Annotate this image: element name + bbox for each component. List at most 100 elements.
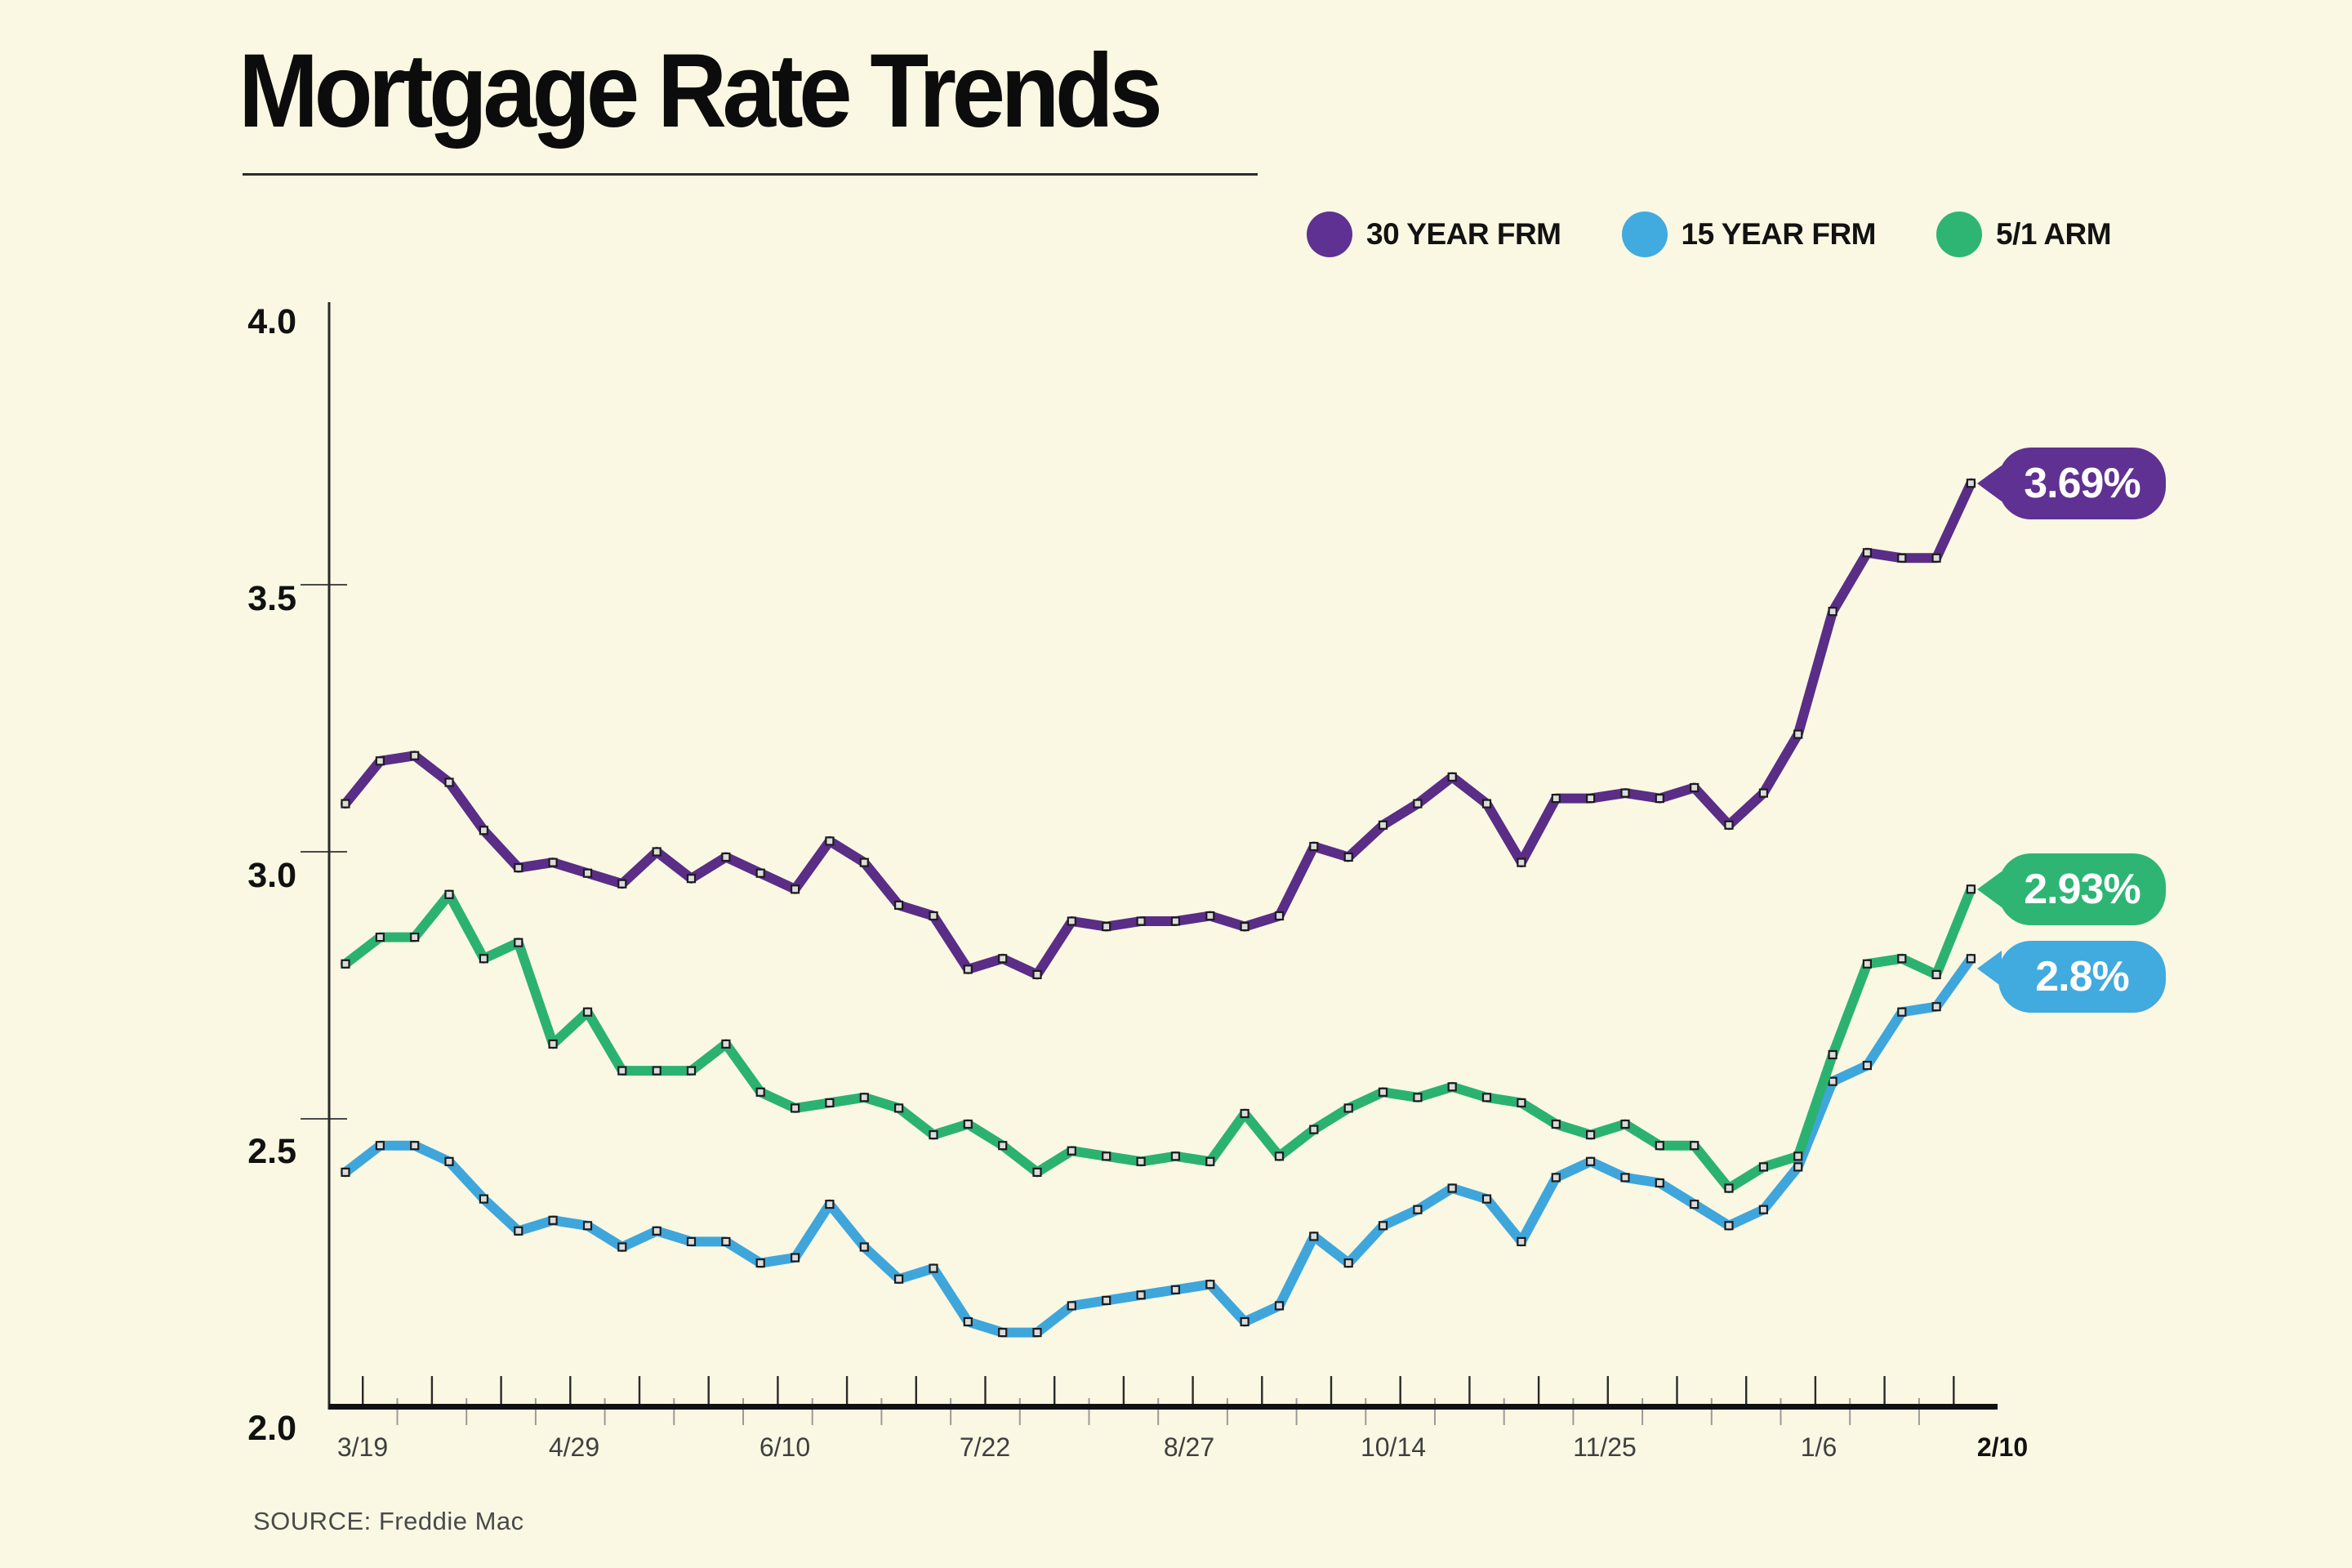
data-point-marker — [410, 1141, 420, 1151]
data-point-marker — [1309, 841, 1319, 852]
data-point-marker — [859, 1093, 869, 1102]
data-point-marker — [893, 900, 904, 911]
data-point-marker — [548, 1039, 558, 1049]
data-point-marker — [582, 1221, 593, 1231]
legend-label: 15 YEAR FRM — [1681, 217, 1877, 251]
y-tick-label: 3.0 — [247, 856, 296, 895]
data-point-marker — [1447, 1183, 1457, 1193]
data-point-marker — [1966, 884, 1976, 894]
data-point-marker — [1585, 1129, 1596, 1140]
data-point-marker — [1931, 553, 1941, 563]
x-tick-label: 2/10 — [1977, 1432, 2028, 1462]
data-point-marker — [1862, 548, 1872, 558]
data-point-marker — [1828, 1049, 1838, 1060]
data-point-marker — [1690, 1199, 1699, 1209]
callout-tail-icon — [1977, 951, 2002, 987]
data-point-marker — [1620, 1119, 1630, 1129]
y-tick-label: 2.0 — [247, 1409, 296, 1448]
y-tick-label: 2.5 — [247, 1132, 296, 1171]
data-point-marker — [479, 1194, 489, 1204]
legend-label: 5/1 ARM — [1996, 217, 2112, 251]
data-point-marker — [1655, 1178, 1664, 1188]
data-point-marker — [1274, 1301, 1285, 1311]
data-point-marker — [929, 1129, 938, 1140]
data-point-marker — [582, 1007, 593, 1017]
x-tick-label: 1/6 — [1801, 1432, 1837, 1462]
data-point-marker — [1758, 1205, 1768, 1214]
data-point-marker — [790, 1253, 800, 1263]
data-point-marker — [1724, 820, 1734, 830]
callout-5-1-arm: 2.93% — [1977, 853, 2166, 925]
data-point-marker — [1758, 788, 1768, 798]
data-point-marker — [1897, 954, 1907, 964]
series-line — [341, 478, 1976, 980]
data-point-marker — [1205, 1156, 1215, 1166]
data-point-marker — [1343, 852, 1353, 862]
data-point-marker — [721, 1039, 731, 1049]
legend-label: 30 YEAR FRM — [1366, 217, 1561, 251]
data-point-marker — [1655, 1141, 1664, 1151]
data-point-marker — [341, 959, 350, 969]
data-point-marker — [1205, 1280, 1215, 1290]
x-axis-line — [329, 1404, 1998, 1410]
series-line — [341, 884, 1976, 1193]
data-point-marker — [1309, 1125, 1319, 1134]
data-point-marker — [1551, 793, 1561, 804]
data-point-marker — [825, 836, 835, 846]
data-point-marker — [1240, 1108, 1250, 1119]
data-point-marker — [929, 911, 938, 921]
title-divider — [243, 173, 1258, 176]
data-point-marker — [790, 1103, 800, 1113]
data-point-marker — [963, 1119, 973, 1129]
x-tick-label: 8/27 — [1164, 1432, 1214, 1462]
data-point-marker — [1102, 1152, 1111, 1161]
callout-15-year-frm: 2.8% — [1977, 941, 2166, 1013]
data-point-marker — [582, 868, 593, 878]
data-point-marker — [686, 1236, 697, 1247]
data-point-marker — [1205, 911, 1215, 921]
data-point-marker — [1378, 1087, 1388, 1097]
data-point-marker — [893, 1103, 904, 1113]
data-point-marker — [755, 1087, 765, 1097]
data-point-marker — [1274, 1152, 1285, 1161]
data-point-marker — [755, 1258, 765, 1268]
data-point-marker — [1966, 954, 1976, 964]
data-point-marker — [514, 938, 523, 947]
data-point-marker — [1136, 916, 1146, 926]
data-point-marker — [652, 1066, 662, 1076]
data-point-marker — [721, 852, 731, 862]
data-point-marker — [617, 1066, 627, 1076]
data-point-marker — [548, 858, 558, 867]
data-point-marker — [1481, 799, 1492, 808]
data-point-marker — [1413, 799, 1423, 808]
data-point-marker — [375, 1141, 385, 1151]
data-point-marker — [998, 954, 1008, 964]
data-point-marker — [1585, 793, 1596, 804]
data-point-marker — [859, 1242, 869, 1252]
data-point-marker — [514, 862, 523, 873]
data-point-marker — [1620, 788, 1630, 798]
y-tick-label: 4.0 — [247, 302, 296, 341]
data-point-marker — [825, 1199, 835, 1209]
x-tick-label: 7/22 — [960, 1432, 1010, 1462]
data-point-marker — [548, 1215, 558, 1225]
data-point-marker — [1931, 969, 1941, 980]
data-point-marker — [1309, 1232, 1319, 1241]
data-point-marker — [1170, 916, 1181, 926]
data-point-marker — [617, 879, 627, 889]
legend-swatch-icon — [1621, 212, 1668, 257]
data-point-marker — [1240, 1316, 1250, 1327]
source-credit: SOURCE: Freddie Mac — [253, 1507, 524, 1535]
data-point-marker — [1481, 1194, 1492, 1204]
data-point-marker — [341, 799, 350, 808]
data-point-marker — [1517, 858, 1526, 867]
data-point-marker — [790, 884, 800, 894]
data-point-marker — [998, 1327, 1008, 1338]
data-point-marker — [1862, 959, 1872, 969]
data-point-marker — [1793, 1152, 1803, 1161]
legend: 30 YEAR FRM 15 YEAR FRM 5/1 ARM — [1307, 212, 2112, 257]
data-point-marker — [893, 1274, 904, 1284]
data-point-marker — [1897, 1007, 1907, 1017]
